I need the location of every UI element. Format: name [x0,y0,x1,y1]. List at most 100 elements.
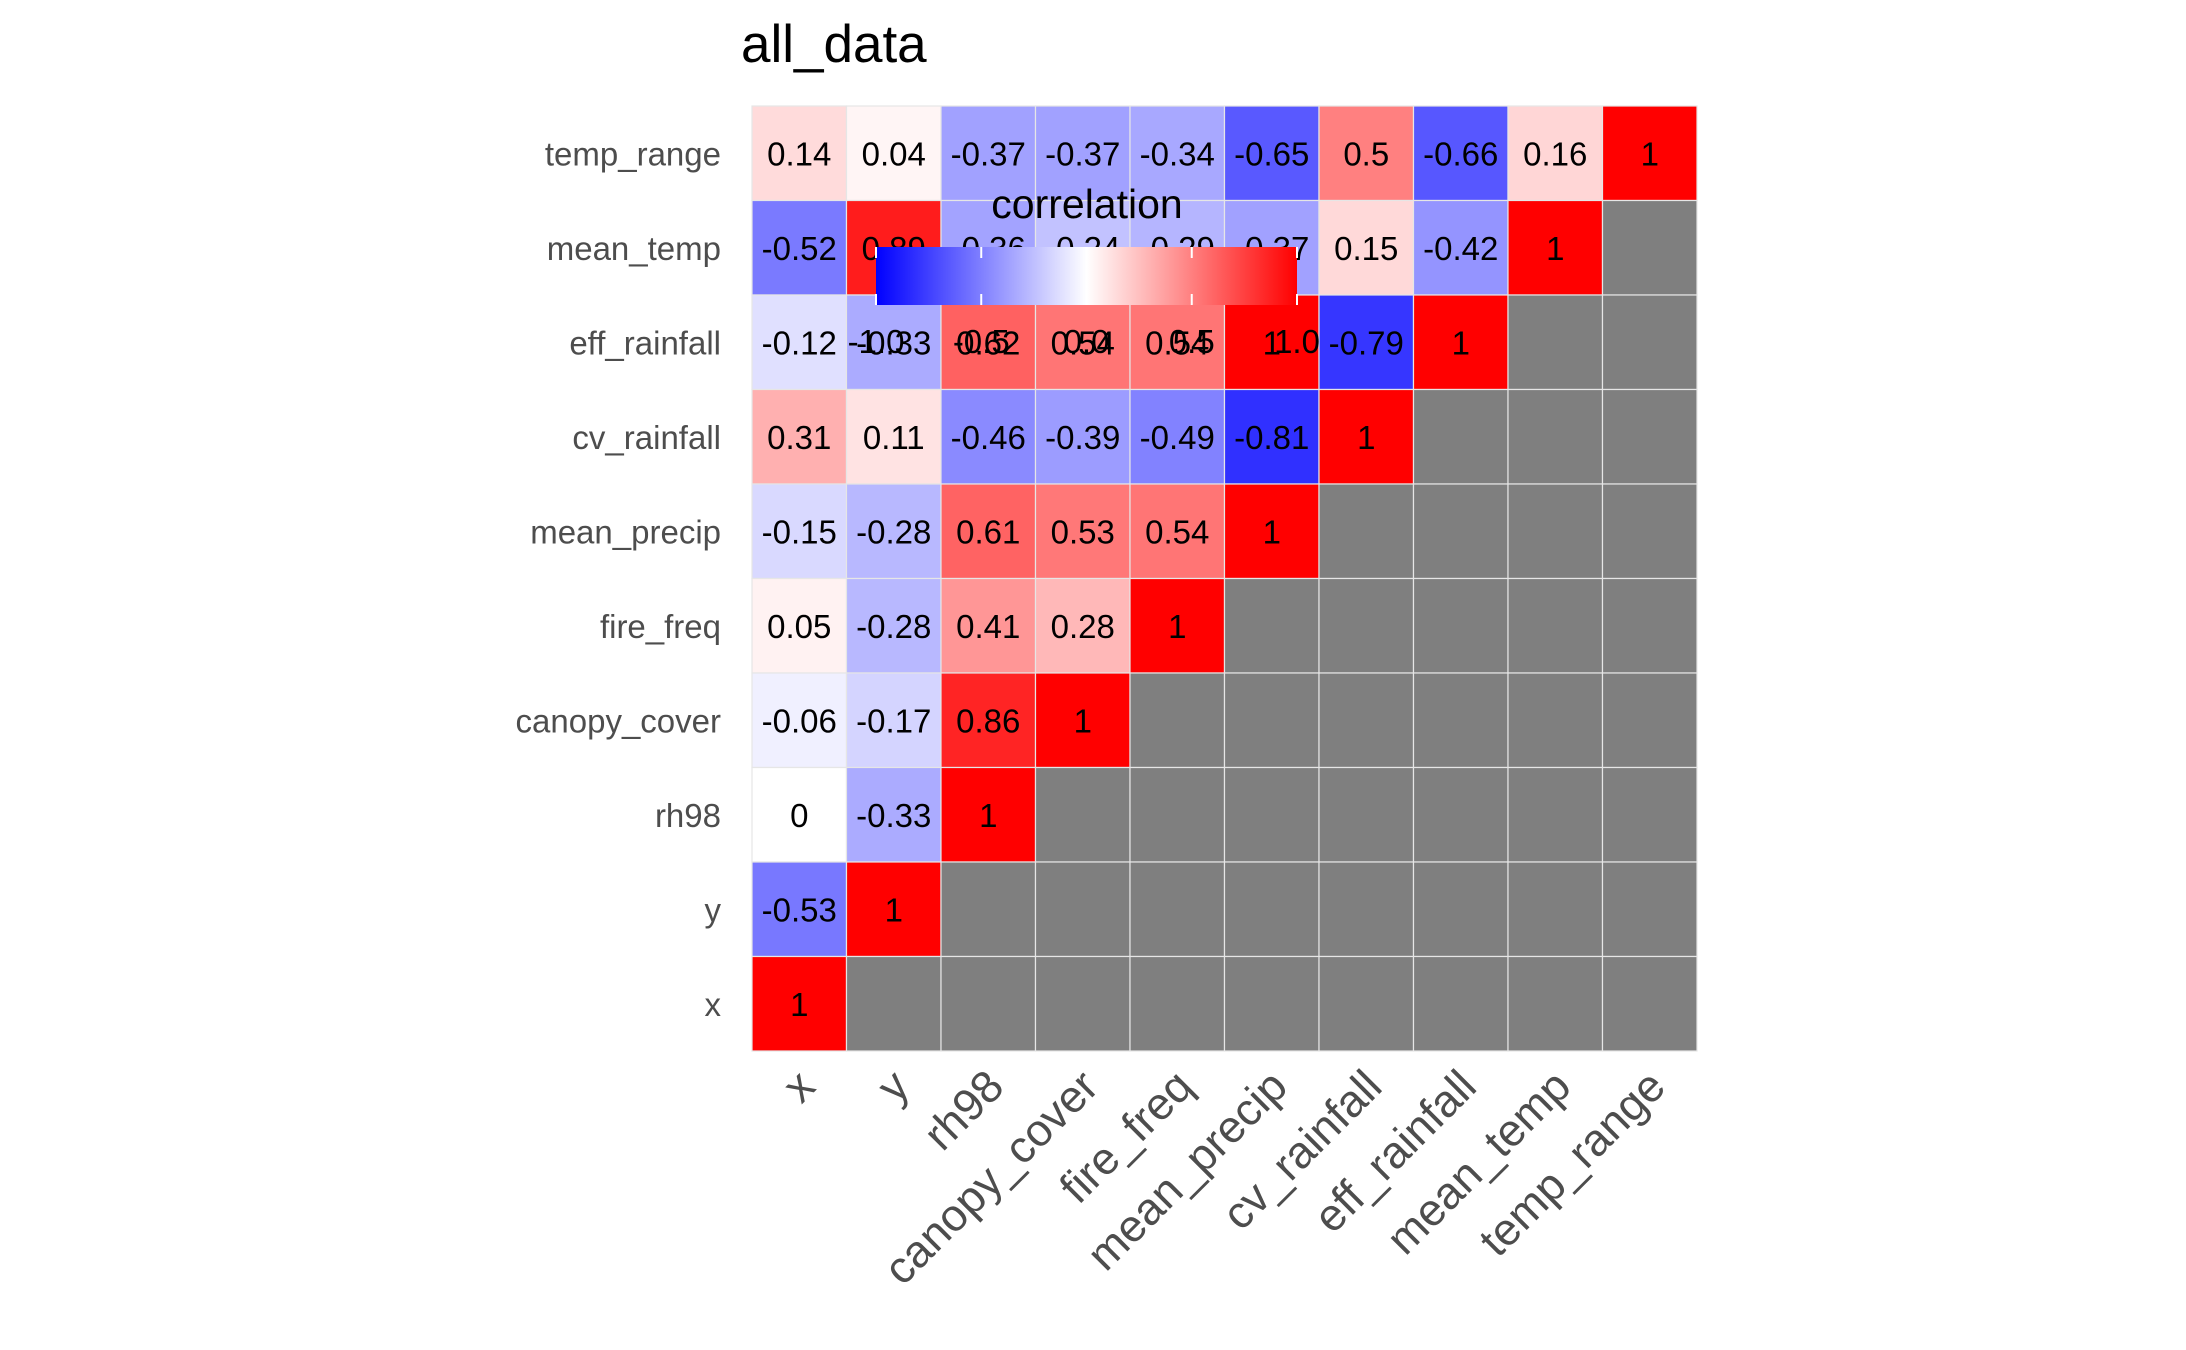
heatmap-cell [751,672,848,769]
row-label: eff_rainfall [569,324,721,361]
heatmap-cell [940,766,1037,863]
masked-cell [1507,672,1604,769]
row-label: mean_precip [530,513,721,550]
cell-value-label: 1 [1641,135,1659,172]
cell-value-label: -0.46 [951,419,1026,456]
row-label: x [705,986,722,1023]
masked-cell [1601,388,1698,485]
cell-value-label: 0.05 [767,608,831,645]
heatmap-cell [751,483,848,580]
cell-value-label: -0.34 [1140,135,1215,172]
row-label: cv_rainfall [572,419,721,456]
masked-cell [1412,483,1509,580]
heatmap-cell [1601,105,1698,202]
cell-value-label: 0.62 [956,324,1020,361]
masked-cell [1507,483,1604,580]
masked-cell [1412,861,1509,958]
heatmap-cell [751,955,848,1052]
heatmap-cell [1412,105,1509,202]
cell-value-label: -0.79 [1329,324,1404,361]
masked-cell [1129,955,1226,1052]
heatmap-cell [1318,294,1415,391]
cell-value-label: -0.28 [856,608,931,645]
cell-value-label: 0.31 [767,419,831,456]
cell-value-label: 0.5 [1343,135,1389,172]
row-label: mean_temp [547,230,721,267]
heatmap-cell [845,483,942,580]
heatmap-cell [751,766,848,863]
cell-value-label: 1 [1357,419,1375,456]
cell-value-label: 0.54 [1145,324,1209,361]
heatmap-cells: 0.14 0.04 -0.37 -0.37 -0.34 -0.65 0.5 -0.66 0.16… [751,105,1698,1052]
masked-cell [1507,955,1604,1052]
masked-cell [1129,861,1226,958]
heatmap-cell [845,388,942,485]
row-label: temp_range [545,135,721,172]
row-labels: temp_range mean_temp eff_rainfall cv_rainfa… [516,135,722,1023]
legend-tick-label: -1.0 [848,323,905,360]
masked-cell [1507,766,1604,863]
cell-value-label: 1 [1452,324,1470,361]
cell-value-label: -0.53 [762,891,837,928]
color-legend: correlation -1.0 -0.5 0.0 0.5 1.0 [848,181,1320,360]
cell-value-label: -0.66 [1423,135,1498,172]
heatmap-cell [1223,388,1320,485]
heatmap-cell [751,577,848,674]
cell-value-label: 0.15 [1334,230,1398,267]
cell-value-label: -0.49 [1140,419,1215,456]
masked-cell [1223,861,1320,958]
row-label: canopy_cover [516,702,721,739]
heatmap-cell [940,672,1037,769]
cell-value-label: 0.86 [956,702,1020,739]
legend-tick-label: 1.0 [1274,323,1320,360]
chart-title: all_data [741,15,927,74]
heatmap-cell [940,388,1037,485]
heatmap-cell [1034,483,1131,580]
masked-cell [1318,861,1415,958]
row-label: rh98 [655,797,721,834]
cell-value-label: 1 [1074,702,1092,739]
heatmap-cell [1507,105,1604,202]
legend-title: correlation [991,181,1182,227]
masked-cell [1318,766,1415,863]
masked-cell [1412,672,1509,769]
cell-value-label: 0.41 [956,608,1020,645]
masked-cell [1034,861,1131,958]
heatmap-cell [1034,577,1131,674]
masked-cell [1223,766,1320,863]
masked-cell [1601,861,1698,958]
cell-value-label: -0.42 [1423,230,1498,267]
masked-cell [1601,199,1698,296]
masked-cell [940,955,1037,1052]
masked-cell [1318,672,1415,769]
cell-value-label: -0.28 [856,513,931,550]
cell-value-label: -0.15 [762,513,837,550]
cell-value-label: 0.04 [862,135,926,172]
cell-value-label: 1 [979,797,997,834]
heatmap-cell [1223,105,1320,202]
masked-cell [1507,577,1604,674]
masked-cell [1507,861,1604,958]
masked-cell [1601,766,1698,863]
heatmap-cell [751,105,848,202]
cell-value-label: 0.11 [863,419,925,456]
masked-cell [1412,955,1509,1052]
cell-value-label: -0.12 [762,324,837,361]
legend-tick-label: 0.5 [1169,323,1215,360]
heatmap-cell [751,294,848,391]
masked-cell [1129,766,1226,863]
masked-cell [1412,577,1509,674]
heatmap-cell [940,483,1037,580]
cell-value-label: -0.33 [856,797,931,834]
masked-cell [1412,766,1509,863]
legend-ticks: -1.0 -0.5 0.0 0.5 1.0 [848,247,1320,360]
cell-value-label: 0.53 [1051,513,1115,550]
masked-cell [1507,388,1604,485]
heatmap-cell [1412,199,1509,296]
masked-cell [1223,577,1320,674]
cell-value-label: -0.06 [762,702,837,739]
masked-cell [940,861,1037,958]
cell-value-label: 1 [1263,513,1281,550]
row-label: y [705,891,722,928]
cell-value-label: 0 [790,797,808,834]
